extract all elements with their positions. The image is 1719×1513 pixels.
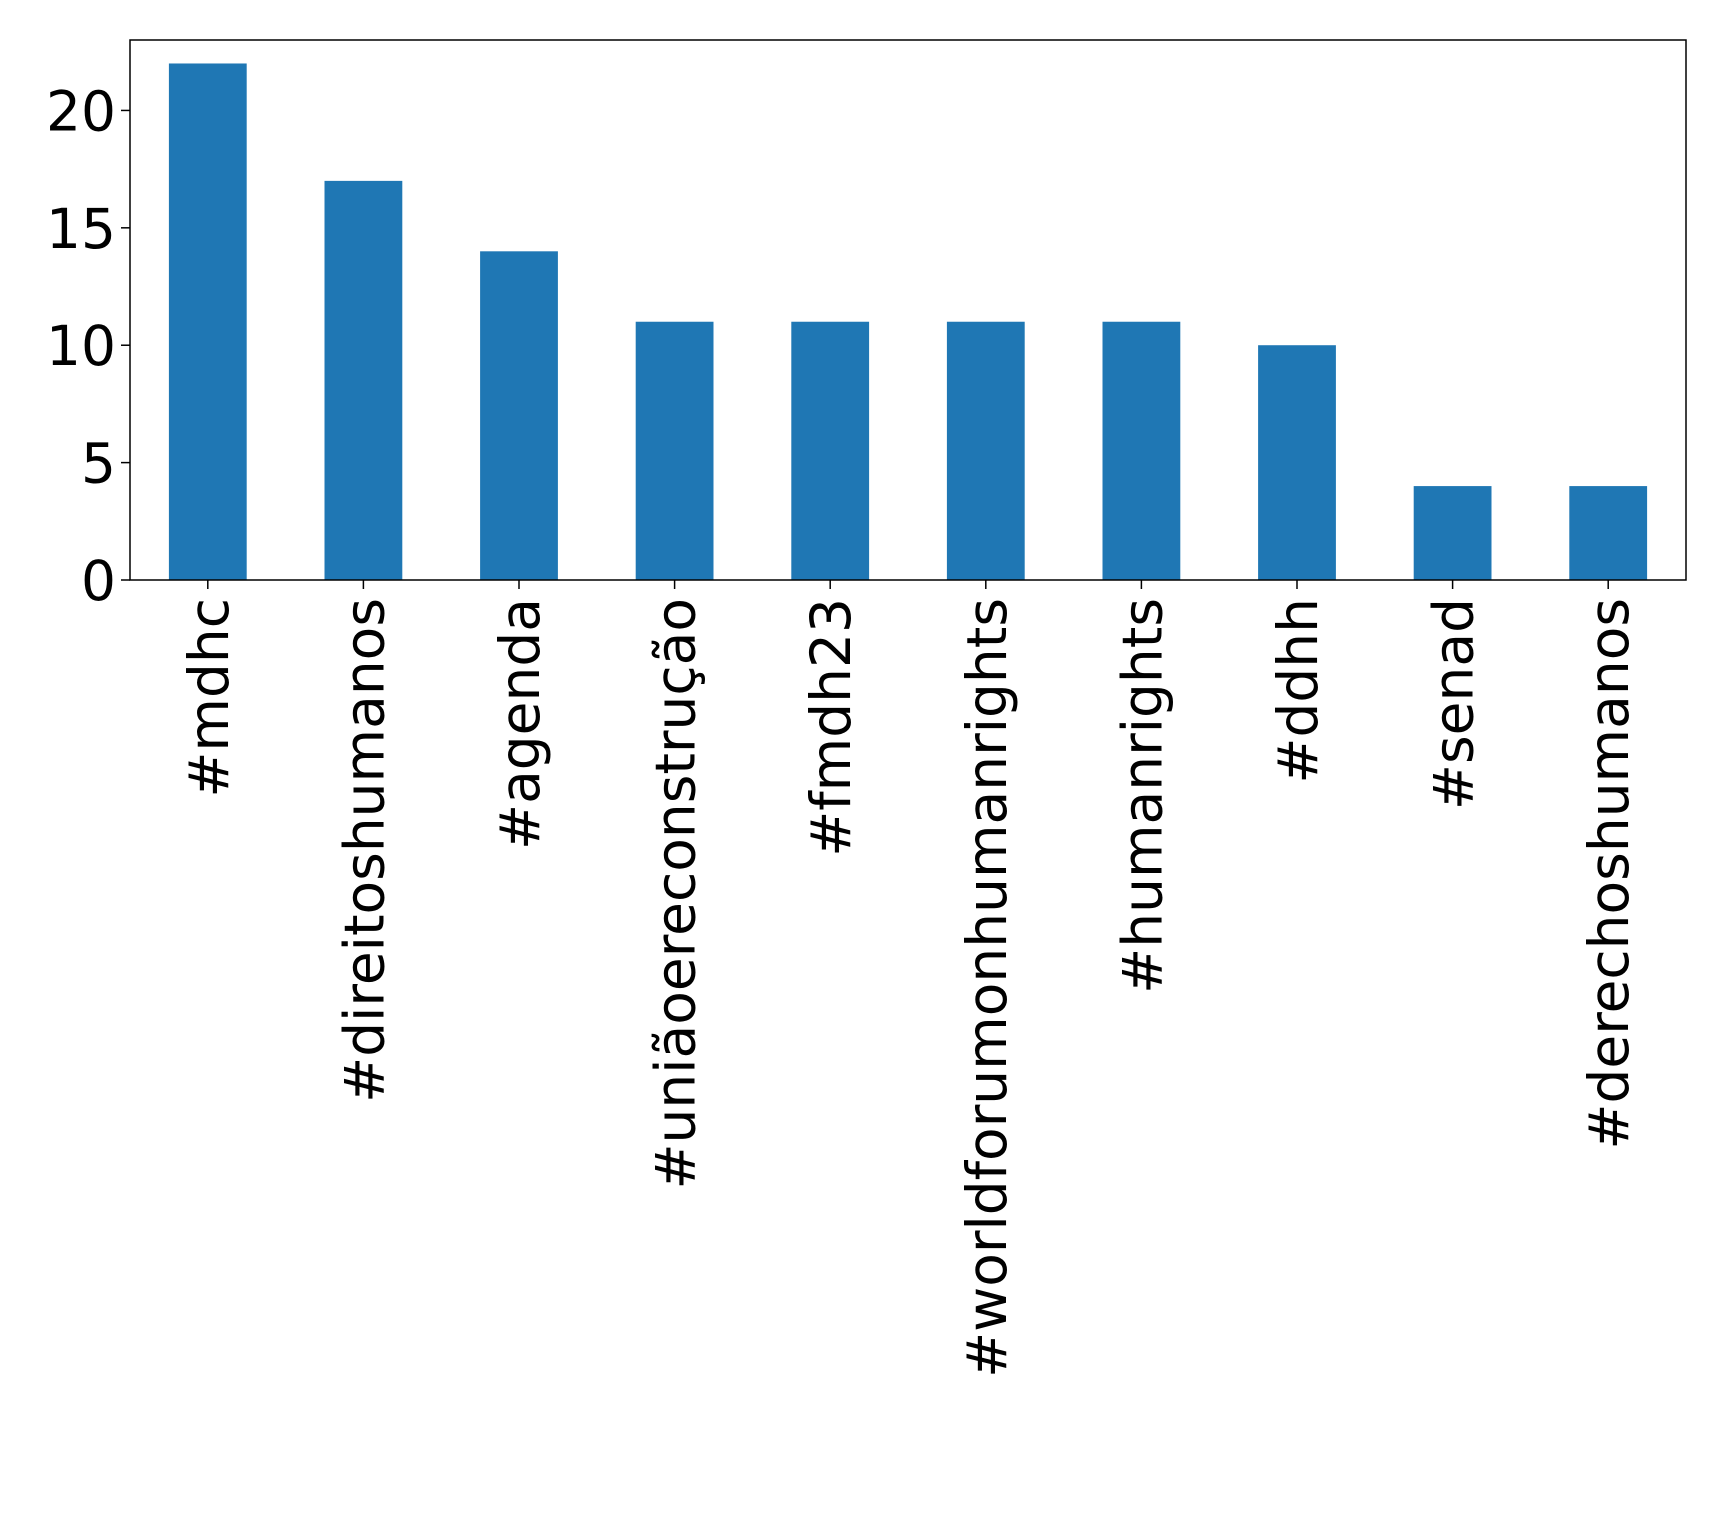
bar-6	[1102, 321, 1181, 580]
y-tick-label-2: 10	[46, 314, 116, 378]
bar-9	[1569, 486, 1648, 580]
bar-7	[1258, 345, 1336, 580]
y-tick-label-0: 0	[81, 549, 116, 613]
bars-layer	[168, 63, 1648, 580]
plot-frame	[129, 39, 1687, 581]
bar-4	[791, 321, 870, 580]
bar-3	[635, 321, 714, 580]
x-tick-label-6: #humanrights	[1110, 598, 1174, 994]
bar-0	[168, 63, 247, 580]
x-tick-label-3: #uniãoereconstrução	[644, 598, 708, 1190]
bar-8	[1413, 486, 1492, 580]
x-tick-label-8: #senad	[1422, 598, 1486, 810]
x-tick-label-1: #direitoshumanos	[332, 598, 396, 1103]
bar-5	[946, 321, 1025, 580]
x-tick-label-9: #derechoshumanos	[1577, 598, 1641, 1150]
x-tick-label-7: #ddhh	[1266, 598, 1330, 784]
bar-1	[324, 180, 403, 580]
y-tick-label-1: 5	[81, 432, 116, 496]
x-tick-label-5: #worldforumonhumanrights	[955, 598, 1019, 1378]
y-axis: 0 5 10 15 20	[46, 79, 130, 613]
x-tick-label-0: #mdhc	[177, 598, 241, 798]
x-axis: #mdhc #direitoshumanos #agenda #uniãoerecon…	[177, 580, 1641, 1378]
x-tick-label-2: #agenda	[488, 598, 552, 850]
bar-2	[480, 251, 558, 580]
x-tick-label-4: #fmdh23	[799, 598, 863, 857]
y-tick-label-4: 20	[46, 79, 116, 143]
y-tick-label-3: 15	[46, 197, 116, 261]
